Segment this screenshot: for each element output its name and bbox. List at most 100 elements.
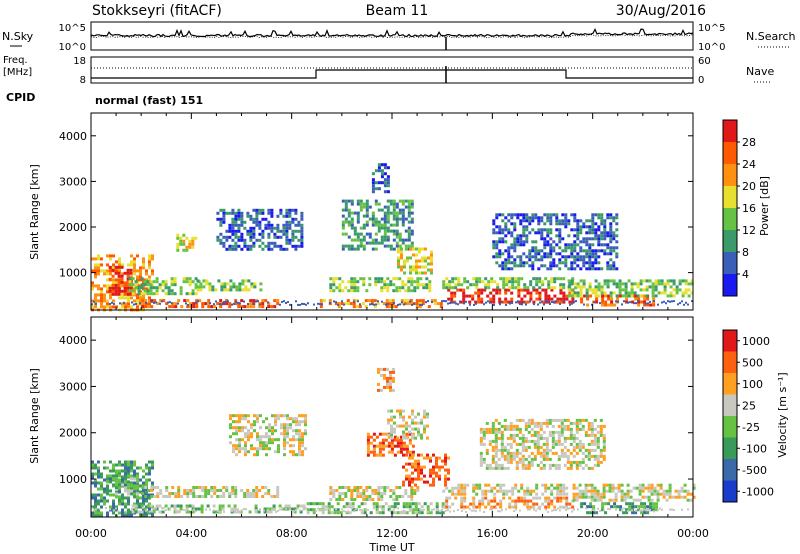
colorbar-tick-label: 24 <box>742 158 756 171</box>
echo-cell <box>654 285 658 289</box>
echo-cell <box>556 486 560 490</box>
echo-cell <box>594 249 598 253</box>
scatter-cell <box>421 303 423 306</box>
echo-cell <box>537 252 541 256</box>
echo-cell <box>188 504 192 508</box>
echo-cell <box>493 492 497 496</box>
echo-cell <box>400 247 403 251</box>
echo-cell <box>441 459 444 463</box>
echo-cell <box>637 297 641 301</box>
echo-cell <box>403 302 407 306</box>
echo-cell <box>392 247 396 251</box>
echo-cell <box>566 448 570 452</box>
echo-cell <box>588 225 592 229</box>
echo-cell <box>246 247 250 251</box>
echo-cell <box>346 302 350 306</box>
echo-cell <box>570 294 574 298</box>
echo-cell <box>148 469 151 473</box>
echo-cell <box>441 465 444 469</box>
echo-cell <box>526 286 530 290</box>
echo-cell <box>503 466 507 470</box>
echo-cell <box>536 451 540 455</box>
echo-cell <box>590 492 594 496</box>
echo-cell <box>515 448 519 452</box>
echo-cell <box>625 297 629 301</box>
echo-cell <box>151 257 154 261</box>
echo-cell <box>510 222 514 226</box>
echo-cell <box>185 504 189 508</box>
echo-cell <box>616 297 620 301</box>
echo-cell <box>626 489 630 493</box>
scatter-cell <box>515 508 517 511</box>
echo-cell <box>494 430 498 434</box>
echo-cell <box>427 262 430 266</box>
echo-cell <box>427 256 430 260</box>
echo-cell <box>596 436 600 440</box>
echo-cell <box>139 269 142 273</box>
echo-cell <box>585 237 589 241</box>
echo-cell <box>630 285 634 289</box>
echo-cell <box>591 213 595 217</box>
echo-cell <box>547 505 551 509</box>
echo-cell <box>118 296 121 300</box>
echo-cell <box>182 239 186 243</box>
scatter-cell <box>307 302 309 305</box>
echo-cell <box>347 223 351 227</box>
echo-cell <box>450 297 454 301</box>
echo-cell <box>357 505 361 509</box>
echo-cell <box>118 502 121 506</box>
echo-cell <box>145 472 148 476</box>
echo-cell <box>144 495 148 498</box>
echo-cell <box>542 451 546 455</box>
echo-cell <box>285 220 289 224</box>
echo-cell <box>567 279 571 283</box>
echo-cell <box>247 450 250 454</box>
echo-cell <box>643 502 647 506</box>
echo-cell <box>232 282 236 286</box>
echo-cell <box>253 429 256 433</box>
scatter-cell <box>299 303 301 306</box>
echo-cell <box>444 483 447 487</box>
echo-cell <box>165 302 169 306</box>
echo-cell <box>217 279 221 283</box>
echo-cell <box>108 277 112 281</box>
scatter-cell <box>457 303 459 306</box>
echo-cell <box>592 511 596 515</box>
echo-cell <box>526 489 530 493</box>
echo-cell <box>390 436 393 440</box>
echo-cell <box>600 237 604 241</box>
echo-cell <box>535 277 539 281</box>
echo-cell <box>609 258 613 262</box>
echo-cell <box>584 430 588 434</box>
echo-cell <box>463 496 467 500</box>
scatter-cell <box>513 510 515 513</box>
echo-cell <box>145 278 148 282</box>
echo-cell <box>256 435 259 439</box>
echo-cell <box>519 240 523 244</box>
echo-cell <box>512 457 516 461</box>
echo-cell <box>336 502 340 506</box>
echo-cell <box>234 223 238 227</box>
echo-cell <box>551 418 555 422</box>
echo-cell <box>495 243 499 247</box>
echo-cell <box>447 477 450 481</box>
scatter-cell <box>431 508 433 511</box>
echo-cell <box>109 305 112 309</box>
colorbar-tick-label: -100 <box>742 442 767 455</box>
echo-cell <box>498 255 502 259</box>
scatter-cell <box>465 300 467 303</box>
echo-cell <box>572 483 576 487</box>
echo-cell <box>142 496 145 500</box>
echo-cell <box>569 442 573 446</box>
echo-cell <box>170 280 174 284</box>
echo-cell <box>492 288 496 292</box>
echo-cell <box>106 299 109 303</box>
echo-cell <box>493 280 497 284</box>
echo-cell <box>528 255 532 259</box>
echo-cell <box>569 430 573 434</box>
echo-cell <box>353 498 357 501</box>
scatter-cell <box>453 510 455 513</box>
echo-cell <box>289 423 292 427</box>
echo-cell <box>115 486 118 490</box>
echo-cell <box>568 300 572 304</box>
